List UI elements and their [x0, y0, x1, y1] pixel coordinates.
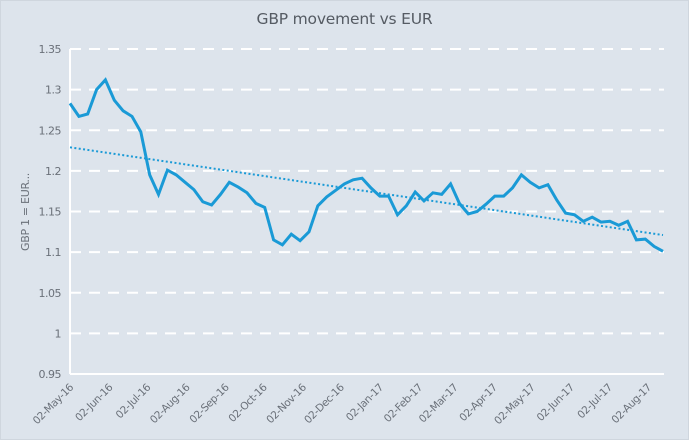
x-tick-label: 02-Sep-16 — [187, 381, 232, 426]
y-tick-label: 1.05 — [39, 287, 62, 300]
y-tick-label: 1.15 — [39, 206, 62, 219]
y-tick-label: 1.3 — [45, 84, 61, 97]
x-tick-label: 02-Mar-17 — [417, 382, 461, 426]
y-axis-label: GBP 1 = EUR... — [19, 173, 32, 251]
y-tick-label: 1.35 — [39, 43, 62, 56]
x-tick-label: 02-Aug-17 — [609, 382, 654, 427]
y-tick-label: 0.95 — [39, 368, 62, 381]
y-tick-label: 1 — [55, 327, 62, 340]
x-tick-label: 02-Oct-16 — [226, 381, 270, 425]
y-tick-label: 1.1 — [45, 246, 61, 259]
x-tick-label: 02-Dec-16 — [302, 381, 347, 426]
x-tick-label: 02-Aug-16 — [148, 381, 193, 426]
x-tick-label: 02-Jan-17 — [344, 382, 386, 424]
y-tick-label: 1.25 — [39, 124, 62, 137]
y-axis-ticks: 0.95 1 1.05 1.1 1.15 1.2 1.25 1.3 1.35 — [39, 43, 62, 381]
trend-line — [69, 146, 664, 237]
x-tick-label: 02-Jun-17 — [535, 382, 577, 424]
chart-title: GBP movement vs EUR — [256, 10, 433, 28]
series-line — [68, 77, 664, 253]
x-axis-ticks: 02-May-1602-Jun-1602-Jul-1602-Aug-1602-S… — [31, 381, 654, 427]
x-tick-label: 02-May-17 — [492, 382, 537, 427]
x-tick-label: 02-Jun-16 — [73, 381, 116, 424]
x-tick-label: 02-Jul-16 — [114, 381, 154, 421]
y-tick-label: 1.2 — [45, 165, 61, 178]
x-tick-label: 02-May-16 — [31, 381, 77, 427]
data-points — [69, 79, 664, 252]
x-tick-label: 02-Jul-17 — [575, 382, 615, 422]
